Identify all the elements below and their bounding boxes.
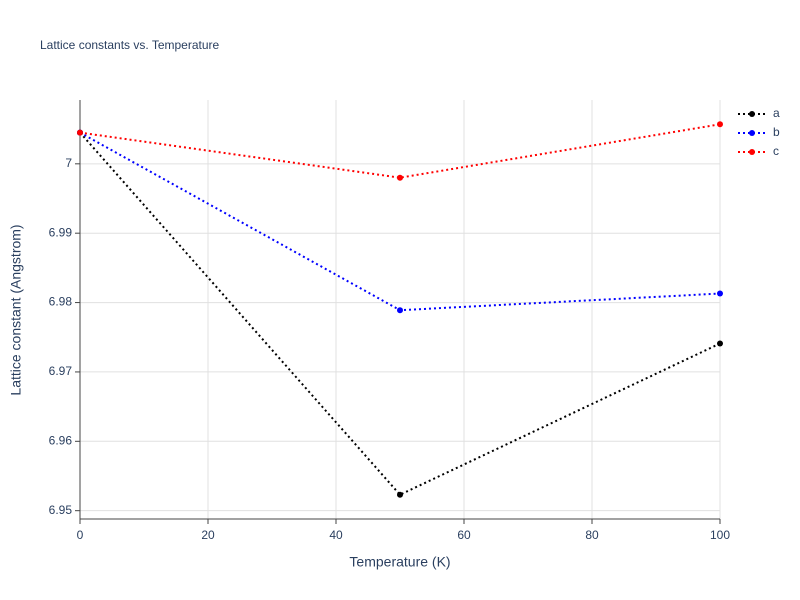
data-point (397, 491, 403, 498)
series-line (79, 131, 721, 312)
x-tick-label: 40 (329, 528, 343, 542)
data-point (717, 121, 723, 128)
y-axis-title: Lattice constant (Angstrom) (8, 224, 24, 395)
series-line (79, 123, 721, 179)
y-tick-label: 6.99 (49, 225, 73, 239)
legend-marker (749, 130, 755, 136)
y-tick-label: 6.98 (49, 295, 73, 309)
x-tick-label: 100 (710, 528, 730, 542)
data-point (717, 290, 723, 297)
legend-label: c (773, 144, 779, 158)
y-tick-label: 6.97 (49, 364, 73, 378)
x-axis-title: Temperature (K) (349, 554, 450, 570)
data-point (77, 129, 83, 136)
y-tick-label: 6.95 (49, 503, 73, 517)
data-point (717, 340, 723, 347)
x-tick-label: 20 (201, 528, 215, 542)
x-tick-label: 0 (77, 528, 84, 542)
legend-marker (749, 111, 755, 117)
y-tick-label: 7 (65, 156, 72, 170)
chart-title: Lattice constants vs. Temperature (40, 38, 220, 52)
legend-label: b (773, 125, 780, 139)
legend-label: a (773, 106, 780, 120)
data-point (397, 174, 403, 181)
legend-marker (749, 149, 755, 155)
x-tick-label: 60 (457, 528, 471, 542)
series-line (79, 131, 721, 496)
y-tick-label: 6.96 (49, 433, 73, 447)
data-point (397, 307, 403, 314)
x-tick-label: 80 (585, 528, 599, 542)
